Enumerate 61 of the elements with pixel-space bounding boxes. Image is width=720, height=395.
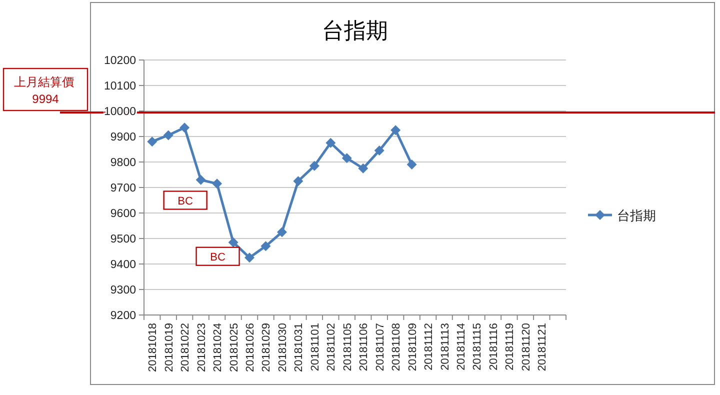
legend: 台指期 [588, 208, 656, 223]
x-tick-label: 20181022 [180, 323, 192, 372]
x-tick-label: 20181029 [260, 323, 273, 372]
chart-title: 台指期 [322, 18, 388, 43]
annotation: BC [163, 190, 208, 210]
y-tick-label: 9300 [110, 284, 136, 296]
point [260, 241, 271, 252]
point [147, 136, 158, 147]
y-tick-label: 10100 [104, 80, 136, 92]
point [309, 160, 320, 171]
annotation: BC [178, 195, 194, 208]
x-tick-label: 20181102 [326, 323, 338, 372]
x-tick-label: 20181106 [358, 323, 370, 372]
x-tick-label: 20181024 [212, 323, 224, 372]
ref-line-label: 上月結算價 9994 [14, 75, 78, 106]
x-tick-label: 20181115 [472, 323, 484, 370]
point [326, 138, 336, 148]
point [212, 178, 222, 189]
x-tick-label: 20181114 [456, 323, 468, 370]
y-tick-label: 9900 [110, 132, 136, 144]
x-tick-label: 20181119 [504, 323, 516, 370]
x-tick-label: 20181026 [244, 323, 256, 372]
point [342, 153, 352, 164]
point [163, 130, 174, 140]
x-tick-label: 20181121 [536, 323, 549, 372]
x-tick-label: 20181113 [439, 323, 452, 370]
point [276, 227, 287, 238]
point [180, 122, 190, 133]
ref-label: 上月結算價 9994 [2, 68, 88, 112]
x-tick-label: 20181023 [196, 323, 208, 372]
point [244, 252, 254, 263]
x-tick-label: 20181018 [147, 323, 160, 372]
x-tick-label: 20181105 [342, 323, 354, 372]
y-tick-label: 9400 [110, 259, 136, 271]
x-tick-label: 20181116 [488, 323, 500, 370]
x-tick-label: 20181101 [309, 323, 322, 372]
x-tick-label: 20181030 [276, 323, 289, 372]
point [374, 146, 384, 156]
point [390, 125, 401, 136]
x-tick-label: 20181109 [406, 323, 419, 372]
y-tick-label: 9800 [110, 157, 136, 169]
annotation: BC [210, 251, 226, 264]
x-tick-label: 20181025 [228, 323, 240, 372]
x-tick-label: 20181031 [293, 323, 306, 372]
point [293, 176, 304, 186]
x-tick-label: 20181120 [520, 323, 532, 372]
legend-label: 台指期 [617, 208, 656, 223]
point [228, 237, 238, 248]
x-tick-label: 20181108 [390, 323, 403, 372]
y-tick-label: 9700 [110, 182, 136, 194]
y-tick-label: 9200 [110, 310, 136, 322]
y-tick-label: 9600 [110, 208, 136, 220]
x-tick-label: 20181112 [423, 323, 436, 370]
point [358, 163, 368, 174]
point [196, 174, 206, 185]
point [406, 160, 417, 170]
annotation: BC [196, 246, 240, 266]
y-tick-label: 9500 [110, 234, 136, 246]
x-tick-label: 20181107 [374, 323, 386, 372]
y-tick-label: 10200 [104, 55, 136, 67]
x-tick-label: 20181019 [163, 323, 176, 372]
